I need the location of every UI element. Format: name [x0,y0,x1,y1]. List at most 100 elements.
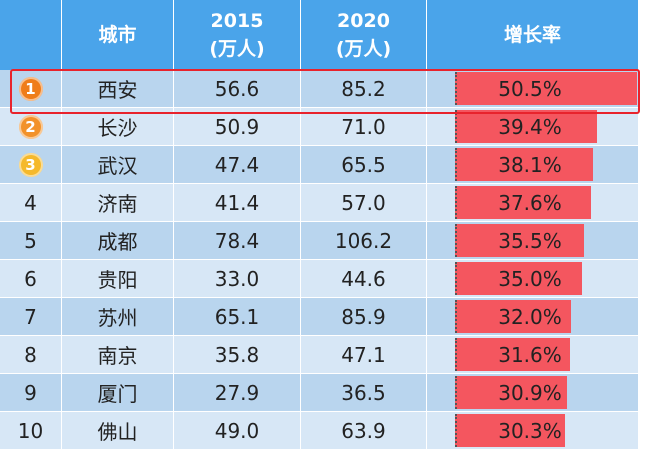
value-2020-cell-text: 85.2 [341,76,386,101]
value-2015-cell: 41.4 [174,184,301,221]
rate-bar [455,186,591,219]
rate-label: 30.9% [498,380,562,405]
header-rate-label: 增长率 [503,24,561,46]
table-row: 2 长沙 50.9 71.0 39.4% [0,108,638,146]
city-cell: 厦门 [62,374,174,411]
value-2015-cell: 35.8 [174,336,301,373]
value-2020-cell: 36.5 [301,374,427,411]
table-row: 7 苏州 65.1 85.9 32.0% [0,298,638,336]
rate-bar [455,72,637,105]
rank-cell: 1 [0,70,62,107]
rate-label: 35.5% [498,228,562,253]
value-2020-cell: 85.2 [301,70,427,107]
value-2020-cell: 57.0 [301,184,427,221]
table-row: 1 西安 56.6 85.2 50.5% [0,70,638,108]
value-2015-cell-text: 35.8 [214,342,260,367]
city-cell-text: 长沙 [97,116,138,140]
rank-number: 9 [24,380,37,405]
value-2015-cell: 50.9 [174,108,301,145]
header-2020: 2020 (万人) [301,0,427,70]
value-2015-cell-text: 27.9 [214,380,260,405]
rate-bar [455,262,582,295]
city-cell: 南京 [62,336,174,373]
value-2015-cell: 65.1 [174,298,301,335]
rate-label: 37.6% [498,190,562,215]
rank-cell: 9 [0,374,62,411]
value-2015-cell-text: 50.9 [214,114,260,139]
table-row: 4 济南 41.4 57.0 37.6% [0,184,638,222]
value-2020-cell-text: 47.1 [341,342,386,367]
header-2015-year: 2015 [210,10,264,32]
value-2015-cell-text: 56.6 [214,76,260,101]
city-cell: 苏州 [62,298,174,335]
value-2020-cell-text: 57.0 [341,190,386,215]
city-cell-text: 武汉 [97,154,138,178]
rank-number: 4 [24,190,37,215]
rate-cell: 32.0% [427,298,638,335]
value-2020-cell: 63.9 [301,412,427,449]
value-2020-cell-text: 71.0 [341,114,386,139]
medal-icon: 2 [18,114,43,139]
city-cell-text: 佛山 [97,420,138,444]
rank-cell: 6 [0,260,62,297]
table-row: 9 厦门 27.9 36.5 30.9% [0,374,638,412]
rate-label: 50.5% [498,76,562,101]
city-cell-text: 成都 [97,230,138,254]
city-cell: 佛山 [62,412,174,449]
city-cell-text: 贵阳 [97,268,138,292]
rank-cell: 3 [0,146,62,183]
rate-cell: 31.6% [427,336,638,373]
value-2020-cell-text: 65.5 [341,152,386,177]
value-2015-cell-text: 41.4 [214,190,260,215]
rate-cell: 30.3% [427,412,638,449]
city-cell-text: 西安 [97,78,138,102]
city-cell-text: 济南 [97,192,138,216]
value-2020-cell: 106.2 [301,222,427,259]
header-2020-year: 2020 [337,10,390,32]
rank-cell: 5 [0,222,62,259]
value-2015-cell: 56.6 [174,70,301,107]
value-2020-cell: 85.9 [301,298,427,335]
city-cell: 贵阳 [62,260,174,297]
value-2015-cell: 78.4 [174,222,301,259]
value-2020-cell: 71.0 [301,108,427,145]
table-row: 5 成都 78.4 106.2 35.5% [0,222,638,260]
value-2020-cell: 44.6 [301,260,427,297]
city-cell-text: 苏州 [97,306,138,330]
header-2015-unit: (万人) [209,38,265,60]
table-row: 8 南京 35.8 47.1 31.6% [0,336,638,374]
rate-cell: 30.9% [427,374,638,411]
rate-bar [455,300,571,333]
value-2020-cell-text: 63.9 [341,418,386,443]
value-2015-cell: 47.4 [174,146,301,183]
rank-number: 7 [24,304,37,329]
medal-icon: 1 [18,76,43,101]
rate-label: 35.0% [498,266,562,291]
city-cell-text: 南京 [97,344,138,368]
medal-icon: 3 [18,152,43,177]
value-2015-cell-text: 65.1 [214,304,260,329]
header-2020-unit: (万人) [335,38,392,60]
value-2020-cell-text: 106.2 [334,228,393,253]
rank-cell: 7 [0,298,62,335]
value-2015-cell-text: 78.4 [214,228,260,253]
header-rank-cell [0,0,62,70]
rate-cell: 35.5% [427,222,638,259]
rate-cell: 39.4% [427,108,638,145]
rank-cell: 8 [0,336,62,373]
table-row: 6 贵阳 33.0 44.6 35.0% [0,260,638,298]
city-cell-text: 厦门 [97,382,138,406]
rate-bar [455,414,565,447]
value-2015-cell: 33.0 [174,260,301,297]
rate-bar [455,110,597,143]
rate-label: 39.4% [498,114,562,139]
rate-cell: 35.0% [427,260,638,297]
rank-number: 5 [24,228,37,253]
rate-label: 31.6% [498,342,562,367]
value-2015-cell-text: 33.0 [214,266,260,291]
value-2020-cell-text: 44.6 [341,266,386,291]
value-2020-cell: 47.1 [301,336,427,373]
rate-bar [455,224,584,257]
value-2015-cell-text: 49.0 [214,418,260,443]
